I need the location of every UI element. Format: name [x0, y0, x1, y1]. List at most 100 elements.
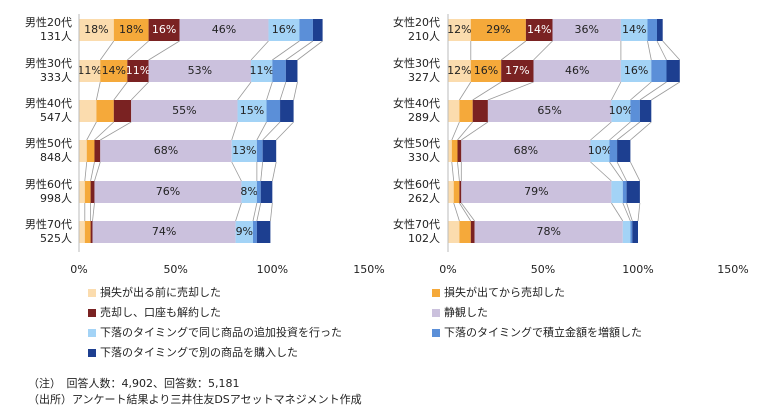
- connector: [472, 81, 502, 101]
- bar-segment: [461, 140, 591, 162]
- bar-segment: [256, 181, 261, 203]
- legend-swatch: [432, 309, 440, 317]
- connector: [94, 161, 101, 182]
- bar-segment: [657, 19, 663, 41]
- connector: [235, 202, 242, 222]
- bar-segment: [262, 140, 277, 162]
- value-label: 8%: [240, 185, 257, 198]
- bar-segment: [552, 19, 621, 41]
- value-label: 14%: [527, 23, 551, 36]
- connector: [616, 161, 627, 182]
- category-label: 男性20代: [25, 15, 72, 29]
- value-label: 10%: [609, 104, 633, 117]
- connector: [637, 202, 641, 222]
- bar-segment: [256, 140, 263, 162]
- connector: [533, 40, 553, 61]
- connector: [92, 202, 95, 222]
- bar-segment: [590, 140, 610, 162]
- bar-segment: [79, 140, 87, 162]
- value-label: 46%: [565, 64, 589, 77]
- bar-segment: [459, 181, 462, 203]
- bar-segment: [79, 100, 97, 122]
- connector: [451, 121, 460, 141]
- legend-swatch: [432, 329, 440, 337]
- legend-swatch: [88, 289, 96, 297]
- bar-segment: [630, 100, 640, 122]
- bar-segment: [84, 181, 91, 203]
- value-label: 17%: [505, 64, 529, 77]
- x-tick-label: 100%: [257, 263, 288, 276]
- value-label: 16%: [272, 23, 296, 36]
- connector: [609, 161, 624, 182]
- connector: [127, 40, 149, 61]
- bar-segment: [179, 19, 269, 41]
- connector: [250, 40, 269, 61]
- bar-segment: [100, 60, 128, 82]
- value-label: 29%: [486, 23, 510, 36]
- connector: [86, 121, 97, 141]
- connector: [262, 121, 281, 141]
- bar-segment: [79, 60, 101, 82]
- x-tick-label: 150%: [353, 263, 384, 276]
- value-label: 14%: [102, 64, 126, 77]
- connector: [457, 121, 474, 141]
- x-tick-label: 150%: [717, 263, 748, 276]
- value-label: 36%: [574, 23, 598, 36]
- value-label: 11%: [77, 64, 101, 77]
- bar-segment: [470, 19, 526, 41]
- value-label: 53%: [188, 64, 212, 77]
- bar-segment: [92, 221, 236, 243]
- category-count: 547人: [40, 111, 72, 124]
- category-count: 131人: [40, 30, 72, 43]
- connector: [611, 81, 622, 101]
- legend-label: 下落のタイミングで積立金額を増額した: [444, 325, 642, 339]
- legend-label: 静観した: [444, 305, 488, 319]
- bar-segment: [459, 100, 473, 122]
- category-count: 262人: [408, 192, 440, 205]
- connector: [293, 81, 298, 101]
- category-count: 848人: [40, 151, 72, 164]
- x-tick-label: 50%: [163, 263, 187, 276]
- legend-label: 損失が出る前に売却した: [100, 285, 221, 299]
- connector: [451, 161, 455, 182]
- bar-segment: [470, 221, 475, 243]
- bar-segment: [457, 140, 462, 162]
- connector: [626, 202, 633, 222]
- connector: [256, 121, 267, 141]
- legend-swatch: [88, 349, 96, 357]
- bar-segment: [256, 221, 271, 243]
- legend-label: 下落のタイミングで別の商品を購入した: [100, 345, 298, 359]
- legend-label: 下落のタイミングで同じ商品の追加投資を行った: [100, 325, 342, 339]
- value-label: 12%: [447, 64, 471, 77]
- connector: [260, 161, 264, 182]
- connector: [231, 161, 242, 182]
- bar-segment: [312, 19, 323, 41]
- value-label: 78%: [536, 225, 560, 238]
- bar-segment: [501, 60, 534, 82]
- connector: [609, 121, 631, 141]
- bar-segment: [622, 221, 631, 243]
- bar-segment: [630, 221, 633, 243]
- bar-segment: [272, 60, 286, 82]
- category-count: 525人: [40, 232, 72, 245]
- bar-segment: [79, 181, 85, 203]
- bar-segment: [113, 100, 132, 122]
- connector: [622, 202, 631, 222]
- bar-segment: [241, 181, 257, 203]
- bar-segment: [639, 100, 652, 122]
- value-label: 79%: [524, 185, 548, 198]
- category-label: 女性70代: [393, 217, 440, 231]
- bar-segment: [451, 140, 458, 162]
- category-count: 102人: [408, 232, 440, 245]
- bar-segment: [632, 221, 638, 243]
- connector: [460, 202, 475, 222]
- category-label: 女性20代: [393, 15, 440, 29]
- connector: [590, 121, 612, 141]
- connector: [256, 202, 262, 222]
- bar-segment: [268, 19, 300, 41]
- category-label: 女性60代: [393, 177, 440, 191]
- connector: [630, 161, 641, 182]
- connector: [616, 121, 641, 141]
- connector: [630, 121, 652, 141]
- connector: [297, 40, 323, 61]
